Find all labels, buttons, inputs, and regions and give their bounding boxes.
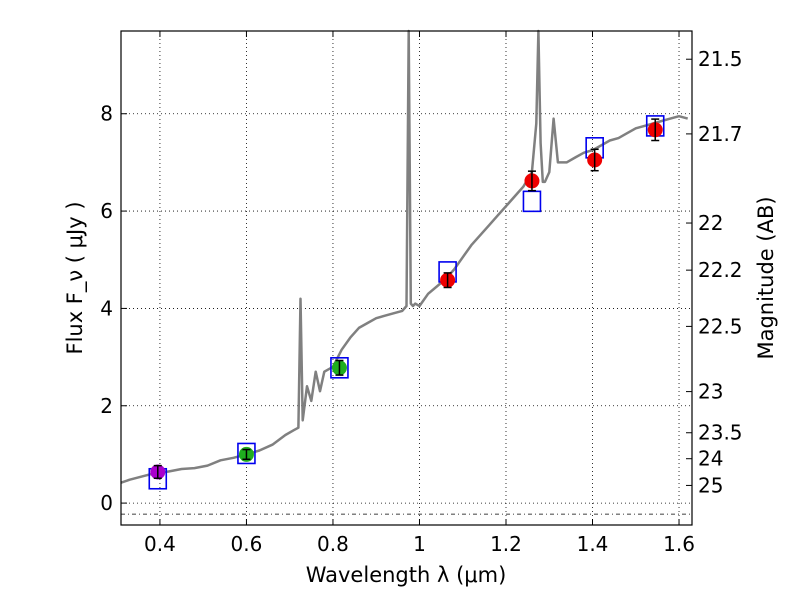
- y2-tick-label: 24: [698, 447, 723, 471]
- y2-tick-label: 22.5: [698, 314, 743, 338]
- y-tick-label: 0: [100, 491, 113, 515]
- x-tick-label: 0.6: [231, 532, 263, 556]
- model-photometry-square: [522, 190, 542, 213]
- y2-tick-label: 25: [698, 473, 723, 497]
- model-photometry-square: [330, 356, 349, 379]
- x-tick-label: 0.4: [144, 532, 176, 556]
- x-tick-label: 0.8: [317, 532, 349, 556]
- y-tick-label: 6: [100, 199, 113, 223]
- y-axis-title: Flux F_ν ( μJy ): [63, 201, 88, 354]
- grid-lines: [121, 31, 692, 525]
- y2-tick-label: 23.5: [698, 421, 743, 445]
- x-axis-title: Wavelength λ (μm): [306, 563, 507, 587]
- y2-tick-label: 21.5: [698, 47, 743, 71]
- y-tick-label: 2: [100, 394, 113, 418]
- model-photometry-square: [237, 442, 256, 465]
- y2-tick-label: 23: [698, 380, 723, 404]
- y2-axis-title: Magnitude (AB): [754, 196, 778, 359]
- y-tick-label: 4: [100, 296, 113, 320]
- model-spectrum-line: [120, 29, 689, 484]
- x-tick-label: 1.2: [490, 532, 522, 556]
- model-spectrum-layer: [120, 29, 689, 484]
- x-tick-label: 1.6: [663, 532, 695, 556]
- plot-frame: [120, 30, 693, 526]
- y2-tick-label: 22.2: [698, 258, 743, 282]
- y-tick-label: 8: [100, 102, 113, 126]
- y2-tick-label: 21.7: [698, 122, 743, 146]
- x-tick-label: 1: [413, 532, 426, 556]
- x-tick-label: 1.4: [577, 532, 609, 556]
- photometry-layer: [148, 115, 665, 490]
- y2-tick-label: 22: [698, 211, 723, 235]
- axis-ticks: 0.4 0.6 0.8 1 1.2 1.4 1.60246821.521.72222.222…: [100, 31, 743, 556]
